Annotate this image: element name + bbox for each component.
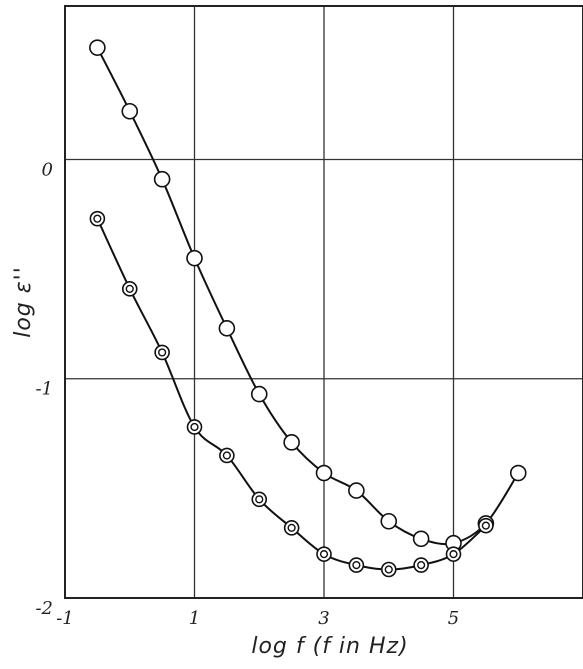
y-axis-label: log ε'' bbox=[11, 266, 36, 338]
x-axis-label: log f (f in Hz) bbox=[251, 634, 408, 659]
x-tick-label: -1 bbox=[56, 608, 74, 629]
series-1-curve bbox=[96, 47, 520, 546]
series-2-point bbox=[348, 557, 365, 573]
tick-labels: -1 1 3 50-1-2 bbox=[35, 159, 459, 629]
x-tick-label: 1 bbox=[189, 608, 200, 629]
series-1-point bbox=[121, 102, 139, 120]
series-2-point bbox=[413, 557, 429, 573]
series-2-point bbox=[154, 344, 170, 361]
series-2-point bbox=[316, 546, 332, 562]
series-2-point bbox=[283, 520, 300, 536]
y-tick-label: -1 bbox=[35, 379, 53, 400]
series-1-point bbox=[283, 434, 300, 451]
plot-frame bbox=[64, 5, 583, 599]
series-2-point bbox=[219, 447, 235, 464]
fit-curves bbox=[96, 47, 520, 571]
series-2-point bbox=[251, 491, 268, 508]
series-1-point bbox=[348, 482, 365, 499]
series-1-point bbox=[89, 39, 106, 56]
series-2-point bbox=[186, 419, 203, 435]
series-2-curve bbox=[96, 218, 487, 571]
series-1-point bbox=[250, 385, 268, 403]
series-1-point bbox=[315, 464, 333, 482]
grid bbox=[65, 6, 583, 598]
series-2-point bbox=[478, 517, 494, 534]
series-1-point bbox=[412, 530, 430, 548]
series-1-point bbox=[509, 464, 527, 482]
x-tick-label: 5 bbox=[448, 608, 459, 629]
y-tick-label: 0 bbox=[42, 159, 53, 180]
series-2-point bbox=[89, 210, 106, 227]
series-2-point bbox=[121, 281, 138, 297]
series-1-point bbox=[380, 512, 398, 530]
series-1-point bbox=[186, 249, 203, 267]
series-1-point bbox=[153, 170, 171, 188]
y-tick-label: -2 bbox=[35, 598, 53, 619]
series-1-point bbox=[218, 320, 236, 337]
data-points bbox=[89, 39, 527, 578]
x-tick-label: 3 bbox=[318, 608, 329, 629]
series-2-point bbox=[445, 546, 462, 562]
series-2-point bbox=[380, 561, 397, 578]
